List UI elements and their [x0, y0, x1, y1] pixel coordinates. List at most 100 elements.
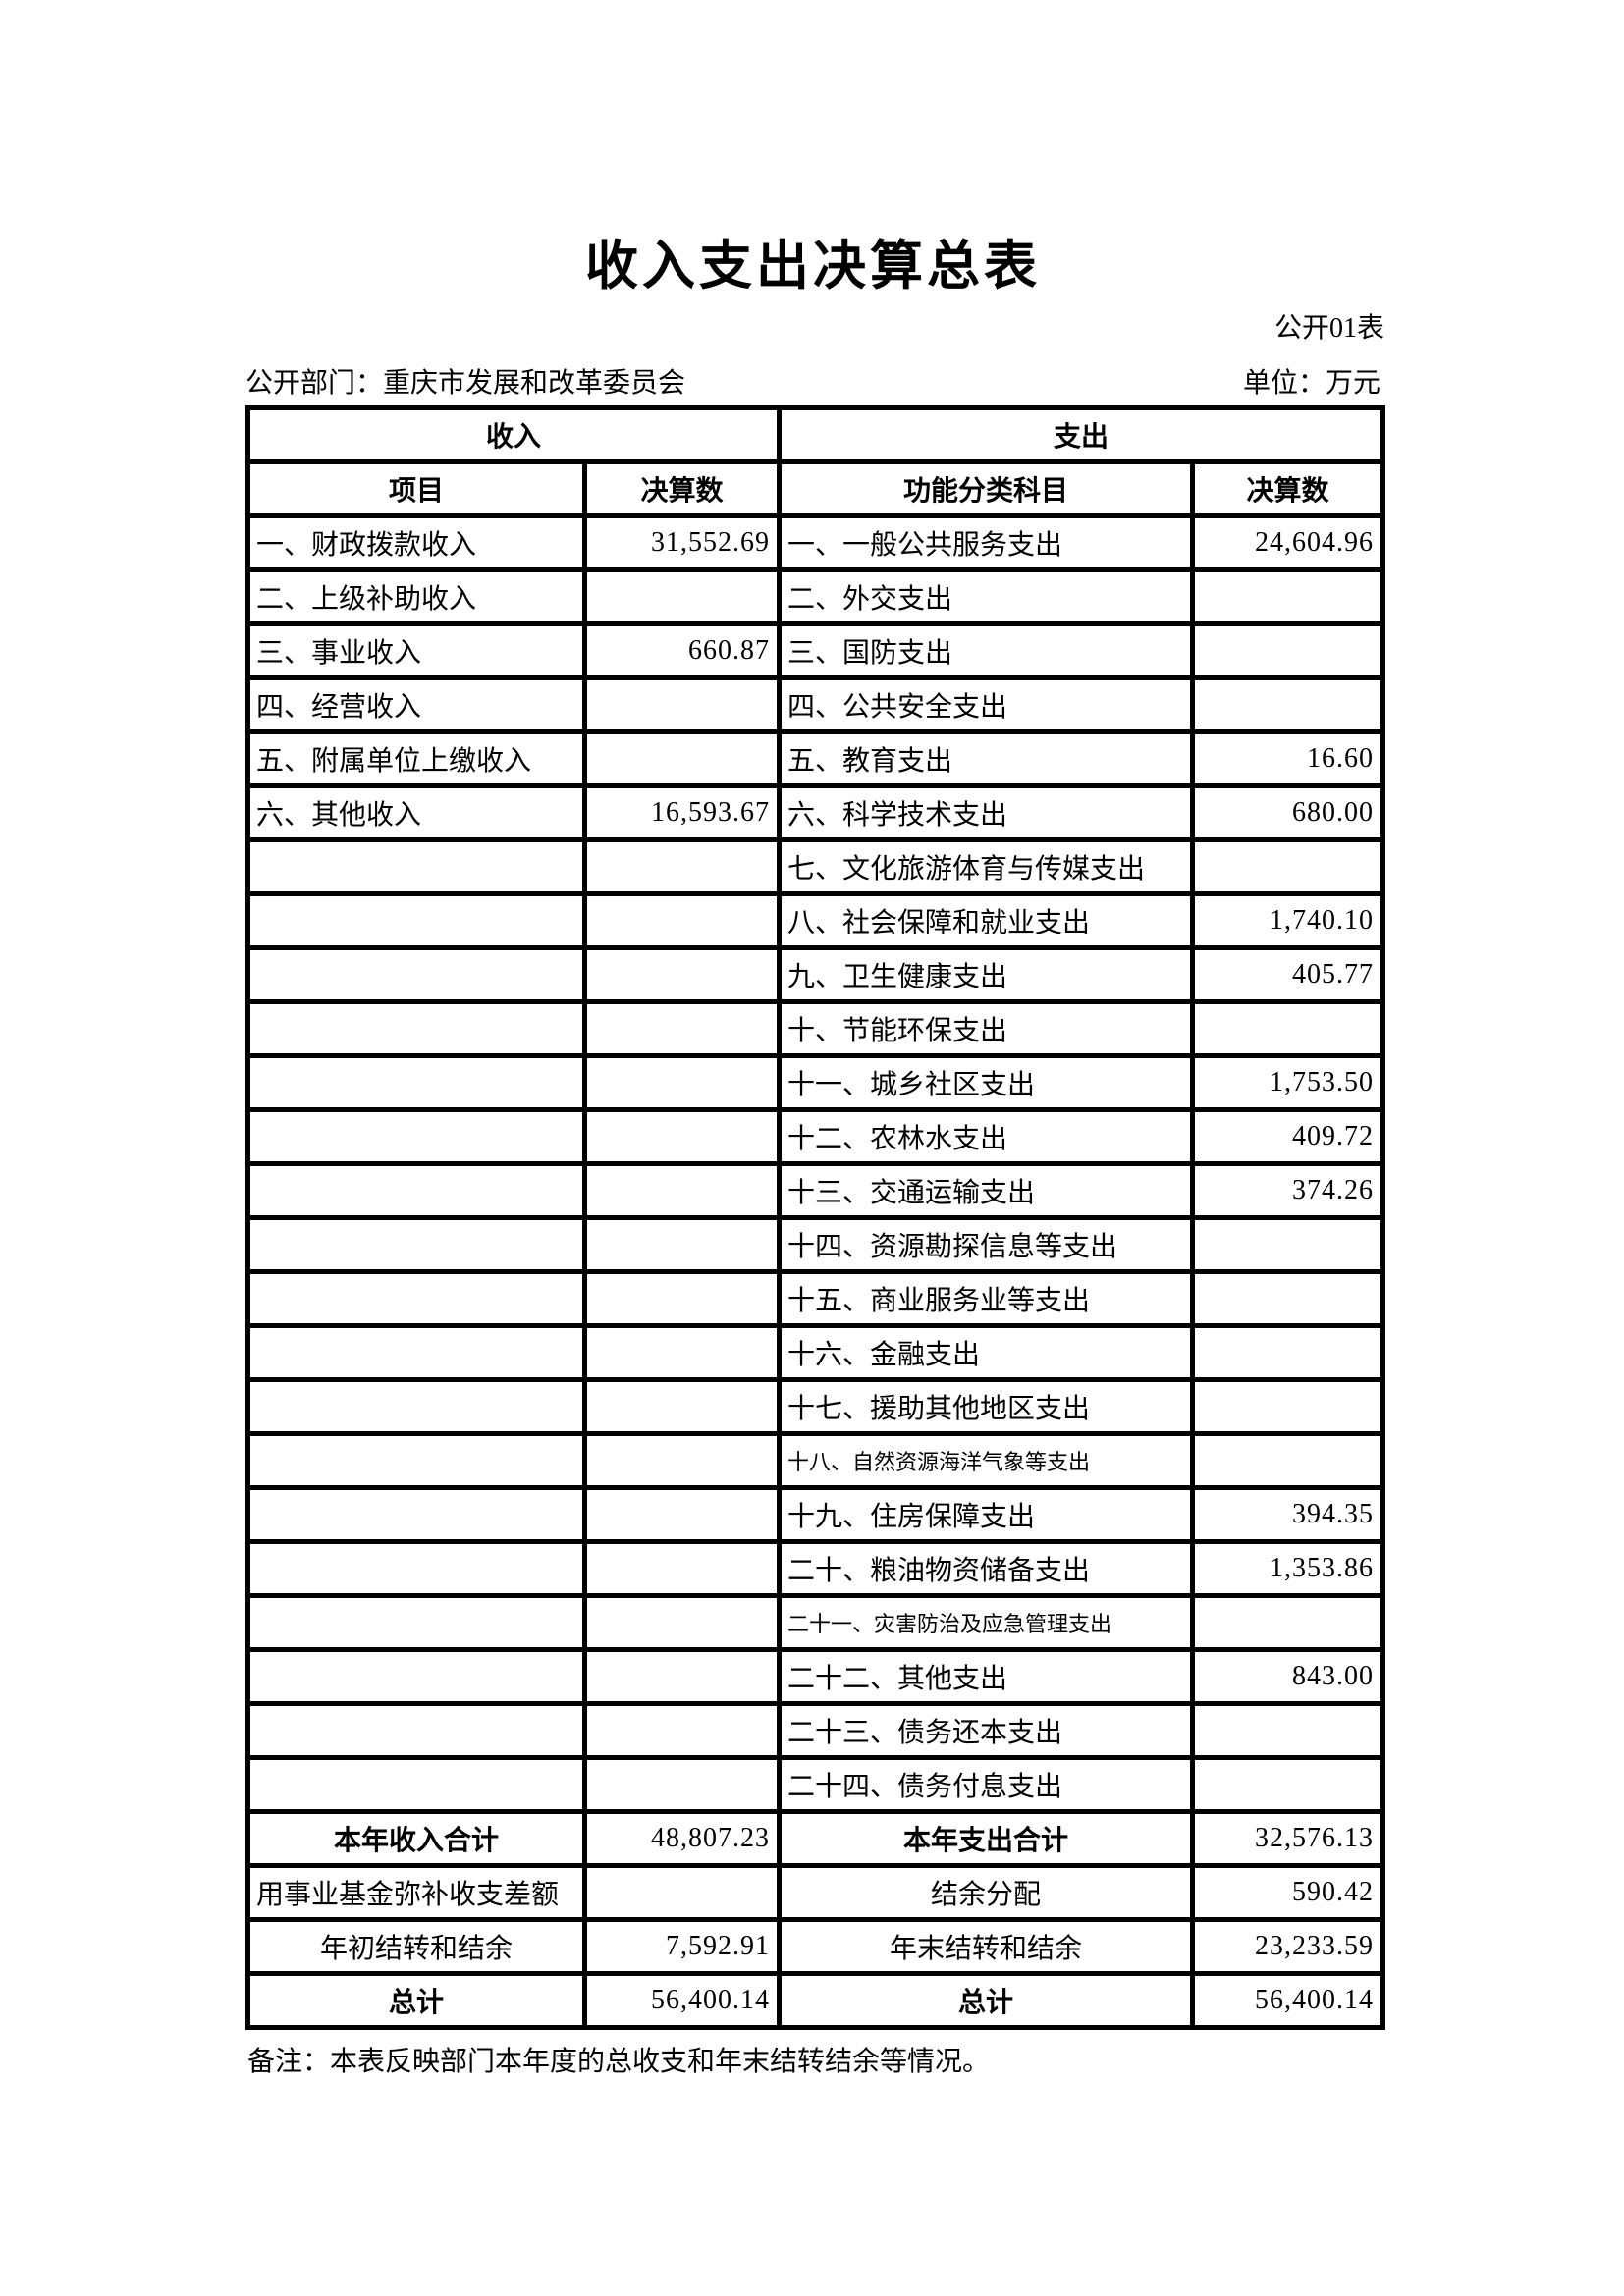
income-item-cell: 五、附属单位上缴收入 — [245, 729, 587, 788]
income-item-cell — [245, 1269, 587, 1328]
expenditure-amount-cell: 405.77 — [1190, 945, 1386, 1004]
income-item-cell — [245, 1107, 587, 1166]
expenditure-amount-cell: 680.00 — [1190, 783, 1386, 842]
table-row: 十四、资源勘探信息等支出 — [245, 1215, 1386, 1274]
expenditure-item-cell: 十、节能环保支出 — [777, 999, 1196, 1058]
page-title: 收入支出决算总表 — [585, 237, 1041, 295]
expenditure-item-cell: 结余分配 — [777, 1863, 1196, 1922]
income-item-cell — [245, 1755, 587, 1814]
table-row: 八、社会保障和就业支出 1,740.10 — [245, 891, 1386, 950]
income-amount-cell — [581, 1485, 783, 1544]
expenditure-amount-cell — [1190, 1323, 1386, 1382]
income-item-cell: 本年收入合计 — [245, 1809, 587, 1868]
expenditure-item-cell: 七、文化旅游体育与传媒支出 — [777, 837, 1196, 896]
expenditure-item-cell: 四、公共安全支出 — [777, 675, 1196, 734]
income-amount-cell — [581, 1323, 783, 1382]
income-item-cell — [245, 837, 587, 896]
table-row: 十二、农林水支出 409.72 — [245, 1107, 1386, 1166]
expenditure-item-cell: 二十、粮油物资储备支出 — [777, 1539, 1196, 1598]
table-row: 十九、住房保障支出 394.35 — [245, 1485, 1386, 1544]
income-amount-cell — [581, 675, 783, 734]
income-group-header: 收入 — [244, 405, 783, 464]
income-item-cell — [245, 1323, 587, 1382]
income-item-cell — [245, 1377, 587, 1436]
expenditure-amount-cell — [1190, 1701, 1386, 1760]
income-item-cell: 二、上级补助收入 — [245, 567, 587, 626]
table-row: 年初结转和结余 7,592.91 年末结转和结余 23,233.59 — [245, 1917, 1386, 1976]
table-head: 收入 支出 项目 决算数 功能分类科目 决算数 — [244, 405, 1386, 518]
expenditure-amount-cell: 374.26 — [1190, 1161, 1386, 1220]
income-item-cell — [245, 1161, 587, 1220]
table-row: 二十、粮油物资储备支出 1,353.86 — [245, 1539, 1386, 1598]
expenditure-item-cell: 十一、城乡社区支出 — [777, 1053, 1196, 1112]
expenditure-item-cell: 二十一、灾害防治及应急管理支出 — [777, 1593, 1196, 1652]
expenditure-item-cell: 十八、自然资源海洋气象等支出 — [777, 1431, 1196, 1490]
income-amount-cell — [581, 1647, 783, 1706]
expenditure-amount-header: 决算数 — [1190, 459, 1386, 518]
income-item-cell: 六、其他收入 — [245, 783, 587, 842]
income-amount-cell — [581, 837, 783, 896]
expenditure-amount-cell — [1190, 1377, 1386, 1436]
income-amount-cell — [581, 1701, 783, 1760]
table-row: 一、财政拨款收入 31,552.69 一、一般公共服务支出 24,604.96 — [245, 513, 1386, 572]
expenditure-item-cell: 一、一般公共服务支出 — [777, 513, 1196, 572]
income-amount-cell — [581, 891, 783, 950]
expenditure-item-cell: 八、社会保障和就业支出 — [777, 891, 1196, 950]
income-amount-cell — [581, 1107, 783, 1166]
table-row: 二十一、灾害防治及应急管理支出 — [245, 1593, 1386, 1652]
table-row: 十六、金融支出 — [245, 1323, 1386, 1382]
expenditure-item-cell: 十三、交通运输支出 — [777, 1161, 1196, 1220]
expenditure-item-cell: 十六、金融支出 — [777, 1323, 1196, 1382]
income-item-cell: 年初结转和结余 — [245, 1917, 587, 1976]
income-item-cell — [245, 1485, 587, 1544]
group-header-row: 收入 支出 — [244, 405, 1386, 464]
expenditure-amount-cell: 16.60 — [1190, 729, 1386, 788]
expenditure-item-cell: 十五、商业服务业等支出 — [777, 1269, 1196, 1328]
table-row: 七、文化旅游体育与传媒支出 — [245, 837, 1386, 896]
income-item-cell — [245, 999, 587, 1058]
expenditure-amount-cell: 1,753.50 — [1190, 1053, 1386, 1112]
expenditure-item-cell: 二、外交支出 — [777, 567, 1196, 626]
income-item-cell: 三、事业收入 — [245, 621, 587, 680]
table-row: 十、节能环保支出 — [245, 999, 1386, 1058]
table-row: 四、经营收入 四、公共安全支出 — [245, 675, 1386, 734]
expenditure-amount-cell — [1190, 999, 1386, 1058]
expenditure-item-cell: 五、教育支出 — [777, 729, 1196, 788]
income-item-cell: 用事业基金弥补收支差额 — [245, 1863, 587, 1922]
table-row: 十一、城乡社区支出 1,753.50 — [245, 1053, 1386, 1112]
expenditure-amount-cell — [1190, 1755, 1386, 1814]
income-item-cell — [245, 891, 587, 950]
expenditure-item-cell: 十二、农林水支出 — [777, 1107, 1196, 1166]
expenditure-amount-cell: 24,604.96 — [1190, 513, 1386, 572]
income-item-cell — [245, 1647, 587, 1706]
expenditure-item-cell: 三、国防支出 — [777, 621, 1196, 680]
income-item-cell: 一、财政拨款收入 — [245, 513, 587, 572]
income-amount-cell: 31,552.69 — [581, 513, 783, 572]
unit-label: 单位：万元 — [1242, 368, 1380, 399]
table-row: 三、事业收入 660.87 三、国防支出 — [245, 621, 1386, 680]
income-amount-cell: 48,807.23 — [581, 1809, 783, 1868]
income-amount-cell — [581, 1863, 783, 1922]
expenditure-amount-cell: 394.35 — [1190, 1485, 1386, 1544]
income-amount-cell: 7,592.91 — [581, 1917, 783, 1976]
expenditure-item-cell: 本年支出合计 — [777, 1809, 1196, 1868]
table-row: 五、附属单位上缴收入 五、教育支出 16.60 — [245, 729, 1386, 788]
table-row: 本年收入合计 48,807.23 本年支出合计 32,576.13 — [245, 1809, 1386, 1868]
expenditure-group-header: 支出 — [777, 405, 1386, 464]
expenditure-amount-cell — [1190, 1431, 1386, 1490]
meta-row: 公开部门：重庆市发展和改革委员会 单位：万元 — [245, 361, 1380, 400]
table-row: 二十四、债务付息支出 — [245, 1755, 1386, 1814]
table-row: 十五、商业服务业等支出 — [245, 1269, 1386, 1328]
income-amount-cell: 16,593.67 — [581, 783, 783, 842]
expenditure-item-cell: 六、科学技术支出 — [777, 783, 1196, 842]
expenditure-amount-cell — [1190, 567, 1386, 626]
expenditure-amount-cell: 56,400.14 — [1190, 1971, 1386, 2030]
income-amount-cell — [581, 1215, 783, 1274]
expenditure-amount-cell — [1190, 1593, 1386, 1652]
income-item-cell — [245, 945, 587, 1004]
income-item-cell — [245, 1539, 587, 1598]
income-amount-cell — [581, 1161, 783, 1220]
table-row: 总计 56,400.14 总计 56,400.14 — [245, 1971, 1386, 2030]
expenditure-item-cell: 十四、资源勘探信息等支出 — [777, 1215, 1196, 1274]
